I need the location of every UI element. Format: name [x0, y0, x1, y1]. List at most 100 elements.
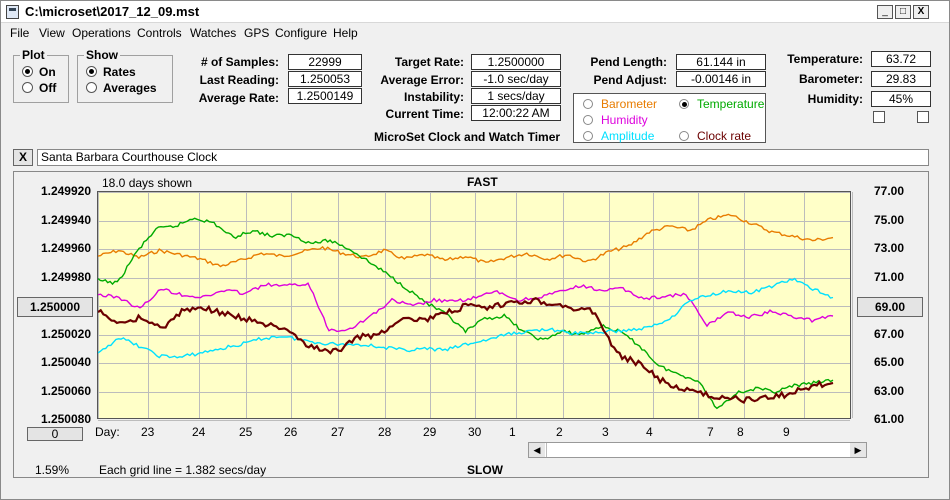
grid-line-v [852, 192, 853, 418]
menu-view[interactable]: View [39, 26, 65, 40]
chart-lines [98, 213, 834, 410]
show-averages-radio[interactable]: Averages [86, 81, 157, 95]
grid-note-label: Each grid line = 1.382 secs/day [99, 463, 267, 477]
right-axis-center-button[interactable]: 69.00 [857, 297, 923, 317]
day-tick-label: 24 [192, 425, 206, 439]
day-tick-label: 1 [509, 425, 516, 439]
show-rates-label: Rates [103, 65, 136, 79]
grid-line-h [98, 420, 850, 421]
grid-line-v [199, 192, 200, 418]
window-title: C:\microset\2017_12_09.mst [25, 4, 200, 19]
day-tick-label: 28 [378, 425, 392, 439]
close-clock-button[interactable]: X [13, 149, 33, 166]
checkbox-right[interactable] [917, 111, 929, 123]
day-tick-label: 4 [646, 425, 653, 439]
select-temperature-label: Temperature [697, 97, 765, 111]
select-barometer[interactable]: Barometer [583, 97, 657, 111]
grid-line-v [338, 192, 339, 418]
humidity-value: 45% [871, 91, 931, 107]
day-tick-label: 7 [707, 425, 714, 439]
grid-line-v [563, 192, 564, 418]
grid-line-h [98, 192, 850, 193]
grid-line-h [98, 277, 850, 279]
plot-off-radio[interactable]: Off [22, 81, 56, 95]
chart-scrollbar[interactable]: ◀ ▶ [528, 442, 867, 458]
select-temperature[interactable]: Temperature [679, 97, 764, 111]
radio-checked-icon [86, 66, 97, 77]
menu-operations[interactable]: Operations [72, 26, 131, 40]
grid-line-h [98, 249, 850, 250]
right-tick-label: 65.00 [874, 355, 905, 369]
grid-line-v [653, 192, 654, 418]
menu-file[interactable]: File [10, 26, 30, 40]
select-humidity[interactable]: Humidity [583, 113, 648, 127]
close-button[interactable]: X [913, 5, 929, 19]
day-tick-label: 25 [239, 425, 253, 439]
right-tick-label: 63.00 [874, 383, 905, 398]
menu-configure[interactable]: Configure [275, 26, 328, 40]
zero-button[interactable]: 0 [27, 427, 83, 441]
select-amplitude-label: Amplitude [601, 129, 655, 143]
radio-empty-icon [583, 115, 593, 125]
checkbox-left[interactable] [873, 111, 885, 123]
menu-help[interactable]: Help [333, 26, 358, 40]
day-tick-label: 2 [556, 425, 563, 439]
right-tick-label: 73.00 [874, 241, 905, 255]
series-humidity [98, 282, 834, 333]
pend-length-label: Pend Length: [590, 55, 667, 69]
day-tick-label: 27 [331, 425, 345, 439]
grid-line-h [98, 306, 850, 307]
radio-checked-icon [22, 66, 33, 77]
plot-on-radio[interactable]: On [22, 65, 56, 79]
select-humidity-label: Humidity [601, 113, 648, 127]
menu-gps[interactable]: GPS [244, 26, 270, 40]
app-icon [6, 5, 19, 19]
show-averages-label: Averages [103, 81, 157, 95]
day-tick-label: 26 [284, 425, 298, 439]
grid-line-v [804, 192, 805, 418]
right-tick-label: 75.00 [874, 212, 905, 227]
minimize-button[interactable]: _ [877, 5, 893, 19]
select-barometer-label: Barometer [601, 97, 658, 111]
menu-controls[interactable]: Controls [137, 26, 182, 40]
target-rate-value[interactable]: 1.2500000 [471, 54, 561, 70]
day-axis-label: Day: [95, 425, 120, 439]
series-barometer [98, 213, 834, 268]
clock-name-field[interactable]: Santa Barbara Courthouse Clock [37, 149, 929, 166]
menu-watches[interactable]: Watches [190, 26, 237, 40]
grid-line-v [148, 192, 149, 418]
scroll-right-icon[interactable]: ▶ [850, 443, 866, 457]
plot-group: Plot [13, 48, 69, 103]
left-axis-center-button[interactable]: 1.250000 [17, 297, 93, 317]
day-tick-label: 9 [783, 425, 790, 439]
grid-line-v [698, 192, 699, 418]
show-rates-radio[interactable]: Rates [86, 65, 136, 79]
day-tick-label: 8 [737, 425, 744, 439]
show-group: Show [77, 48, 173, 103]
humidity-label: Humidity: [807, 92, 863, 106]
grid-line-v [609, 192, 610, 418]
grid-line-h [98, 391, 850, 393]
select-clock-rate[interactable]: Clock rate [679, 129, 751, 143]
radio-empty-icon [583, 99, 593, 109]
instability-label: Instability: [403, 90, 464, 104]
left-tick-label: 1.250040 [40, 355, 91, 369]
radio-empty-icon [583, 131, 593, 141]
select-amplitude[interactable]: Amplitude [583, 129, 654, 143]
pend-adjust-label: Pend Adjust: [593, 73, 667, 87]
scroll-thumb[interactable] [546, 443, 851, 457]
target-rate-label: Target Rate: [394, 55, 464, 69]
series-temperature [98, 217, 834, 410]
temperature-value: 63.72 [871, 51, 931, 67]
scroll-left-icon[interactable]: ◀ [529, 443, 545, 457]
radio-empty-icon [22, 82, 33, 93]
maximize-button[interactable]: □ [895, 5, 911, 19]
app-caption: MicroSet Clock and Watch Timer [374, 130, 561, 144]
series-amplitude [98, 277, 834, 359]
left-tick-label: 1.250020 [40, 326, 91, 341]
graph-selector: Barometer Temperature Humidity Amplitude… [573, 93, 766, 143]
left-tick-label: 1.249940 [40, 212, 91, 227]
right-tick-label: 61.00 [874, 412, 905, 426]
temperature-label: Temperature: [787, 52, 863, 66]
